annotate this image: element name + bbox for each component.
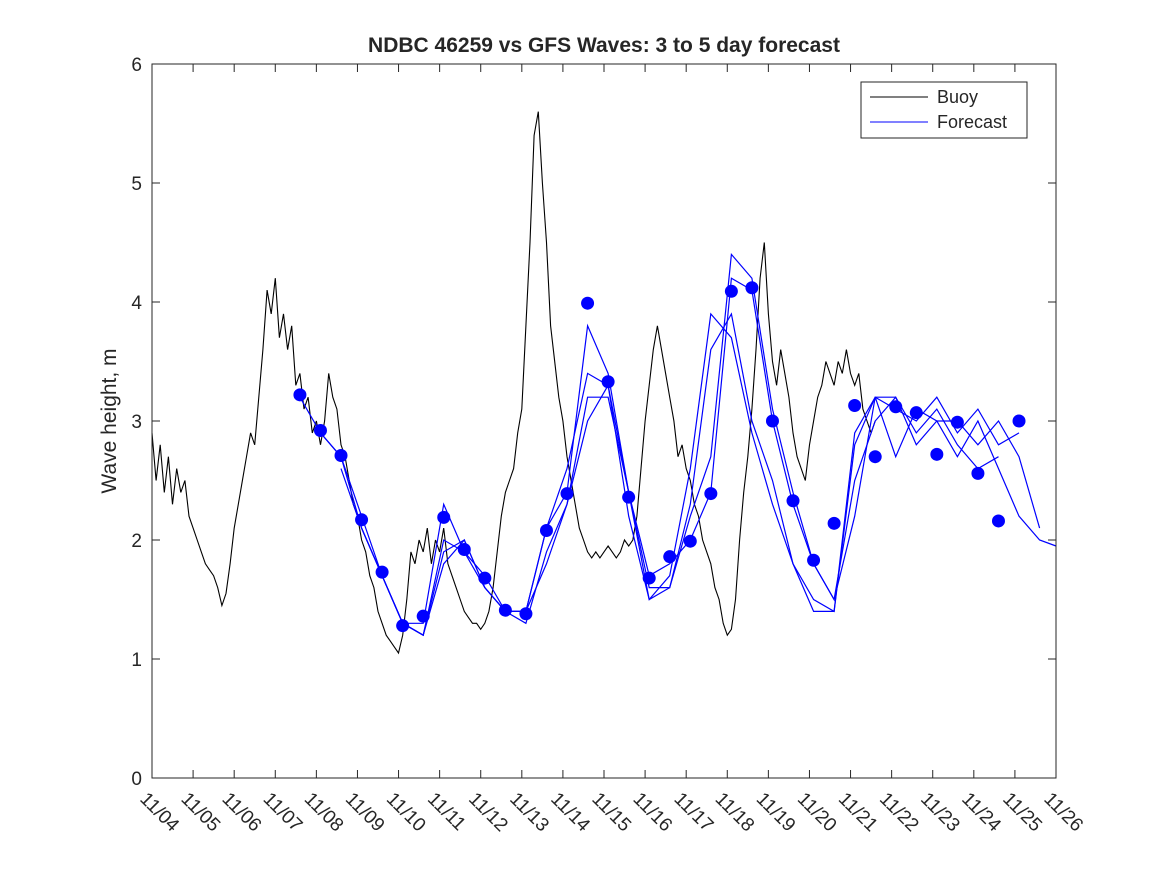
y-tick-label: 4 — [131, 293, 142, 314]
forecast-series-line-2 — [320, 252, 1041, 637]
y-tick-label: 5 — [131, 174, 142, 195]
legend: Buoy Forecast — [860, 81, 1028, 139]
forecast-marker — [827, 516, 841, 530]
forecast-marker — [313, 424, 327, 438]
chart-title: NDBC 46259 vs GFS Waves: 3 to 5 day fore… — [368, 34, 840, 57]
forecast-marker — [457, 543, 471, 557]
forecast-marker — [334, 449, 348, 463]
forecast-marker — [889, 400, 903, 414]
forecast-marker — [724, 284, 738, 298]
y-tick-label: 3 — [131, 412, 142, 433]
forecast-marker — [478, 571, 492, 585]
forecast-marker — [765, 414, 779, 428]
forecast-marker — [807, 553, 821, 567]
forecast-marker — [519, 607, 533, 621]
forecast-marker — [437, 510, 451, 524]
y-tick-label: 2 — [131, 531, 142, 552]
forecast-marker — [704, 487, 718, 501]
forecast-marker — [293, 388, 307, 402]
forecast-marker — [539, 523, 553, 537]
forecast-marker — [375, 565, 389, 579]
forecast-marker — [991, 514, 1005, 528]
y-tick-label: 1 — [131, 650, 142, 671]
forecast-marker — [683, 534, 697, 548]
forecast-marker — [909, 406, 923, 420]
forecast-marker — [622, 490, 636, 504]
forecast-marker — [745, 281, 759, 295]
forecast-marker — [930, 447, 944, 461]
forecast-marker — [971, 466, 985, 480]
forecast-marker — [416, 609, 430, 623]
forecast-marker — [848, 399, 862, 413]
forecast-marker — [498, 603, 512, 617]
legend-forecast-label: Forecast — [937, 112, 1007, 132]
legend-buoy-label: Buoy — [937, 87, 978, 107]
forecast-marker — [581, 296, 595, 310]
y-tick-label: 0 — [131, 769, 142, 790]
forecast-marker — [868, 450, 882, 464]
buoy-series-line — [151, 111, 876, 655]
y-axis-label: Wave height, m — [98, 348, 121, 493]
forecast-marker — [950, 415, 964, 429]
forecast-marker — [560, 487, 574, 501]
legend-box — [860, 81, 1028, 139]
forecast-marker — [786, 494, 800, 508]
forecast-marker — [1012, 414, 1026, 428]
forecast-marker — [396, 619, 410, 633]
forecast-marker — [601, 375, 615, 389]
forecast-marker — [663, 550, 677, 564]
y-tick-label: 6 — [131, 55, 142, 76]
forecast-marker — [642, 571, 656, 585]
forecast-marker — [355, 513, 369, 527]
